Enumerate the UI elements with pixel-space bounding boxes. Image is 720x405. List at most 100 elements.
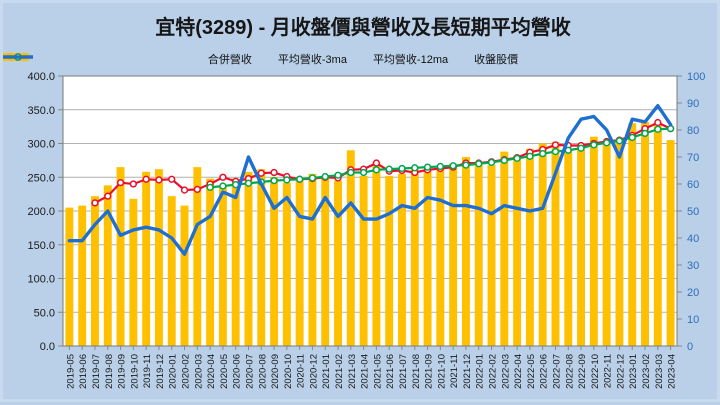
bar (142, 171, 151, 346)
series-marker (270, 168, 278, 177)
series-marker (168, 175, 176, 183)
legend-label-ma3: 平均營收-3ma (277, 54, 347, 66)
bar (78, 205, 87, 346)
x-axis-tick: 2023-04 (667, 354, 678, 389)
bar (359, 175, 368, 346)
legend-item-price: 收盤股價 (3, 51, 518, 67)
series-marker (129, 180, 138, 188)
y-axis-tick-right: 60 (687, 179, 699, 191)
bar (628, 123, 637, 346)
x-axis-tick: 2021-05 (372, 354, 383, 389)
series-marker (449, 162, 457, 170)
bar (653, 123, 662, 346)
bar (231, 178, 240, 346)
series-marker (206, 183, 214, 192)
bar (346, 150, 355, 346)
x-axis-tick: 2022-09 (577, 354, 588, 389)
series-marker (334, 171, 342, 179)
x-axis-tick: 2021-01 (321, 354, 332, 389)
y-axis-tick-right: 70 (687, 152, 699, 164)
x-axis-tick: 2020-04 (206, 354, 217, 389)
x-axis-tick: 2019-11 (142, 354, 153, 388)
series-marker (475, 160, 483, 168)
bar (321, 178, 330, 346)
series-marker (666, 125, 675, 133)
x-axis-tick: 2021-12 (462, 354, 473, 389)
x-axis-tick: 2019-10 (129, 354, 140, 389)
series-marker (219, 173, 227, 181)
series-marker (385, 165, 393, 173)
x-axis-tick: 2022-06 (539, 354, 550, 389)
x-axis-tick: 2021-03 (347, 354, 358, 389)
series-marker (539, 149, 547, 158)
series-marker (603, 139, 611, 147)
bar (193, 167, 202, 346)
series-marker (142, 175, 150, 183)
bar (167, 196, 176, 346)
x-axis-tick: 2021-09 (424, 354, 435, 389)
bar (474, 162, 483, 346)
series-line-0 (93, 121, 672, 204)
x-axis-tick: 2022-02 (488, 354, 499, 389)
bar (295, 178, 304, 346)
series-marker (193, 185, 201, 194)
x-axis-tick: 2022-04 (513, 354, 524, 389)
y-axis-tick-right: 20 (687, 287, 699, 299)
bar (449, 163, 458, 346)
series-marker (244, 179, 253, 187)
series-line-2 (67, 104, 673, 256)
series-marker (257, 169, 265, 177)
bar (551, 142, 560, 346)
series-marker (654, 125, 662, 133)
y-axis-tick-right: 90 (687, 98, 699, 110)
bar (218, 186, 227, 346)
bar (423, 169, 432, 346)
y-axis-tick-left: 150.0 (27, 240, 55, 252)
bar (538, 143, 547, 346)
bar (116, 167, 125, 346)
x-axis-tick: 2019-12 (155, 354, 166, 389)
series-marker (577, 144, 585, 152)
bar (436, 169, 445, 346)
series-marker (462, 161, 470, 169)
y-axis-tick-left: 200.0 (27, 206, 55, 218)
x-axis-tick: 2020-10 (283, 354, 294, 389)
series-marker (654, 118, 662, 127)
series-marker (321, 172, 329, 181)
y-axis-tick-left: 350.0 (27, 105, 55, 117)
bar (410, 167, 419, 346)
bar (461, 157, 470, 346)
series-marker (104, 192, 112, 200)
series-marker (270, 176, 278, 185)
series-marker (116, 179, 125, 187)
series-marker (372, 166, 381, 174)
bar (641, 121, 649, 347)
series-marker (411, 164, 419, 172)
x-axis-tick: 2022-05 (526, 354, 537, 389)
y-axis-tick-right: 30 (687, 260, 699, 272)
series-marker (359, 168, 368, 177)
bar (602, 143, 611, 346)
chart-legend: 合併營收 平均營收-3ma 平均營收-12ma 收盤股價 (3, 51, 720, 67)
x-axis-tick: 2022-07 (551, 354, 562, 389)
series-marker (641, 129, 649, 138)
bar (244, 171, 253, 346)
page-title: 宜特(3289) - 月收盤價與營收及長短期平均營收 (155, 17, 571, 39)
bar (372, 162, 381, 346)
series-marker (308, 174, 317, 182)
x-axis-tick: 2022-03 (500, 354, 511, 389)
series-marker (526, 152, 534, 160)
series-marker (372, 159, 381, 167)
legend-swatch-line-blue-icon (3, 55, 33, 59)
chart-plot-area: 0.050.0100.0150.0200.0250.0300.0350.0400… (27, 71, 705, 389)
series-marker (398, 164, 406, 173)
x-axis-tick: 2021-08 (411, 354, 422, 389)
series-marker (423, 163, 432, 171)
x-axis-tick: 2020-11 (296, 354, 307, 388)
plot-border (62, 75, 678, 347)
legend-label-revenue: 合併營收 (207, 54, 252, 66)
x-axis-tick: 2019-05 (65, 354, 76, 389)
x-axis-tick: 2021-02 (334, 354, 345, 389)
x-axis-tick: 2021-06 (385, 354, 396, 389)
